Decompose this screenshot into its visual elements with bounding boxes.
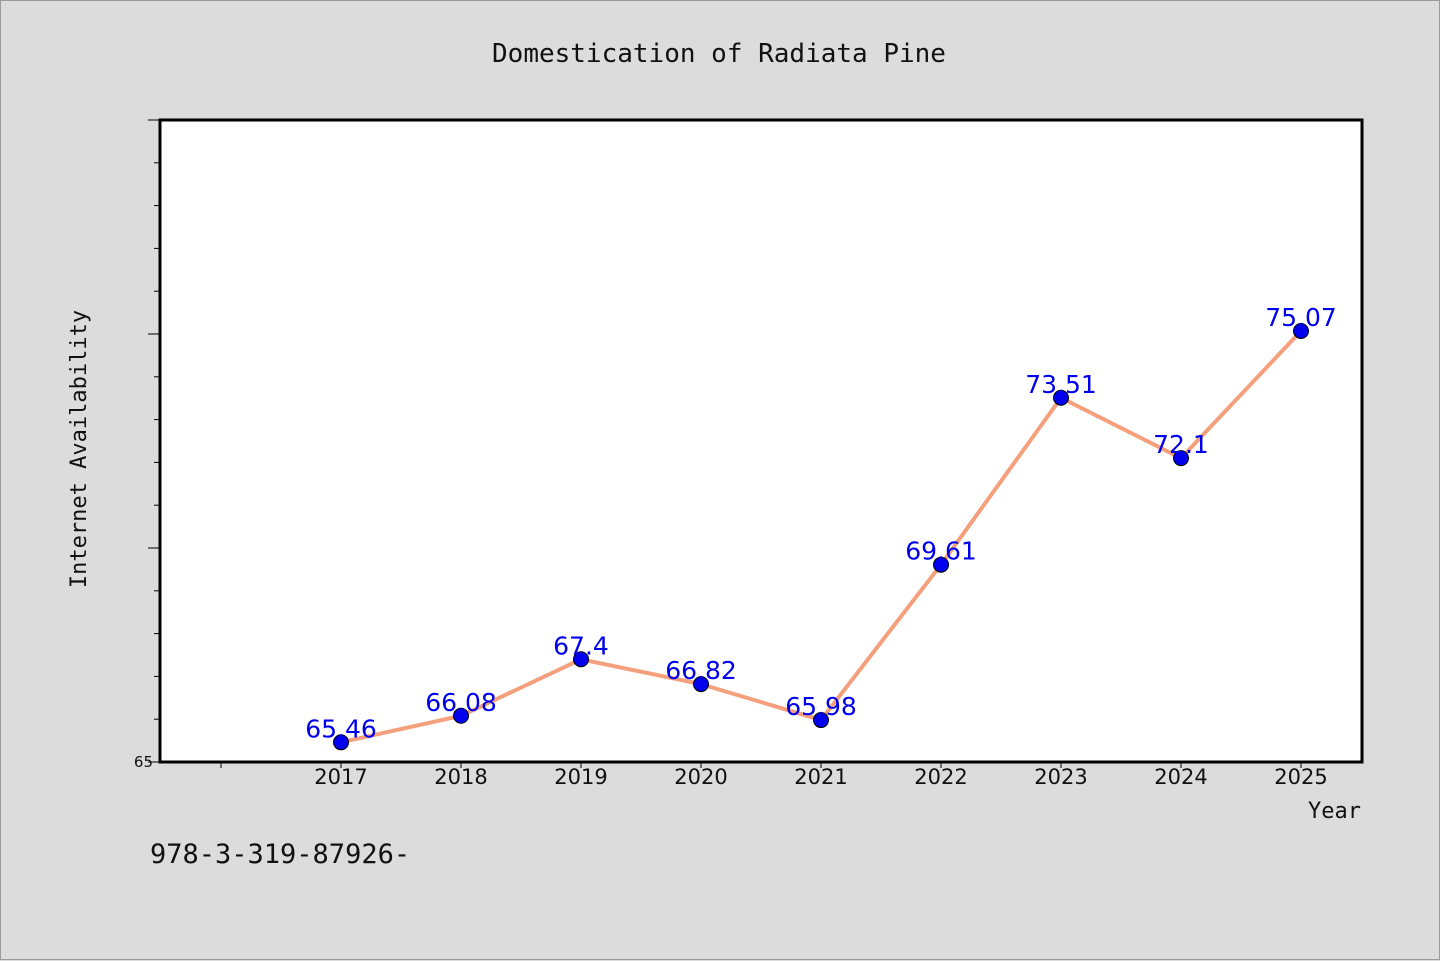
- x-axis-ticks: 2017 2018 2019 2020 2021 2022 2023 2024 2025: [220, 762, 1328, 789]
- x-tick-label: 2022: [914, 765, 967, 789]
- y-tick-label: 65: [134, 753, 153, 771]
- data-point: [1293, 323, 1309, 340]
- data-point: [1053, 389, 1069, 406]
- data-label: 75.07: [1265, 303, 1337, 332]
- data-point: [933, 556, 949, 573]
- data-label: 73.51: [1025, 370, 1097, 399]
- data-point: [333, 734, 349, 751]
- plot-area: [158, 118, 1364, 764]
- chart-title: Domestication of Radiata Pine: [492, 39, 946, 69]
- data-label: 69.61: [905, 537, 977, 566]
- footnote-text: 978-3-319-87926-: [150, 839, 410, 870]
- x-tick-label: 2024: [1154, 765, 1207, 789]
- data-label: 66.08: [425, 688, 497, 717]
- data-label: 65.46: [305, 714, 377, 743]
- data-label: 65.98: [785, 692, 857, 721]
- data-label: 72.1: [1153, 430, 1209, 459]
- x-tick-label: 2023: [1034, 765, 1087, 789]
- x-tick-label: 2021: [794, 765, 847, 789]
- y-axis-ticks: [148, 119, 160, 763]
- data-label: 66.82: [665, 656, 737, 685]
- x-tick-label: 2020: [674, 765, 727, 789]
- data-point: [693, 676, 709, 693]
- data-point: [453, 707, 469, 724]
- x-tick-label: 2025: [1274, 765, 1327, 789]
- x-axis-label: Year: [1308, 799, 1361, 824]
- data-label: 67.4: [553, 631, 609, 660]
- data-point: [813, 712, 829, 729]
- y-axis-label: Internet Availability: [67, 310, 92, 588]
- data-point: [1173, 450, 1189, 467]
- x-tick-label: 2019: [554, 765, 607, 789]
- x-tick-label: 2018: [434, 765, 487, 789]
- data-point: [573, 651, 589, 668]
- x-tick-label: 2017: [314, 765, 367, 789]
- series-layer: 65.46 66.08 67.4 66.82 65.98 69.61 73.51 72.1 75…: [305, 303, 1337, 751]
